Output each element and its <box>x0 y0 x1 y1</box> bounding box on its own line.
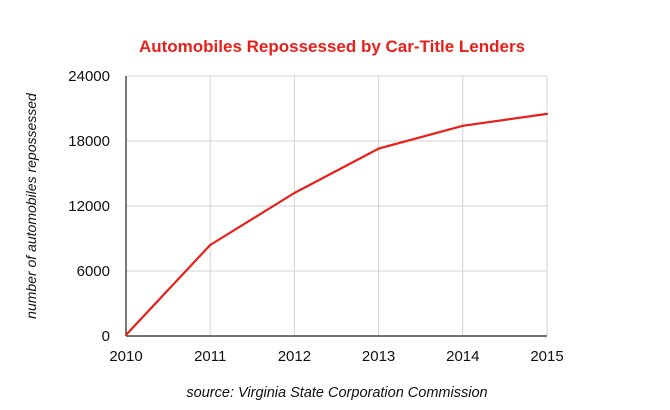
y-axis-ticks: 0 6000 12000 18000 24000 <box>68 68 110 345</box>
y-tick-label: 0 <box>102 328 110 345</box>
x-tick-label: 2015 <box>530 348 563 365</box>
y-tick-label: 24000 <box>68 68 110 85</box>
data-point <box>545 112 549 116</box>
x-tick-label: 2013 <box>362 348 395 365</box>
y-tick-label: 6000 <box>77 263 110 280</box>
x-axis-ticks: 2010 2011 2012 2013 2014 2015 <box>109 348 563 365</box>
y-axis-label: number of automobiles repossessed <box>23 92 39 319</box>
x-tick-label: 2014 <box>446 348 479 365</box>
data-point <box>461 124 464 127</box>
grid <box>126 75 548 336</box>
y-tick-label: 18000 <box>68 133 110 150</box>
x-tick-label: 2012 <box>278 348 311 365</box>
series-line <box>125 112 548 336</box>
y-tick-label: 12000 <box>68 198 110 215</box>
data-point <box>124 333 128 337</box>
chart-title: Automobiles Repossessed by Car-Title Len… <box>139 37 525 56</box>
data-point <box>293 191 296 195</box>
x-tick-label: 2010 <box>109 348 142 365</box>
axes <box>125 76 547 337</box>
data-point <box>377 147 380 150</box>
data-point <box>209 243 212 247</box>
source-note: source: Virginia State Corporation Commi… <box>186 385 487 401</box>
series <box>124 112 549 337</box>
x-tick-label: 2011 <box>194 348 226 365</box>
